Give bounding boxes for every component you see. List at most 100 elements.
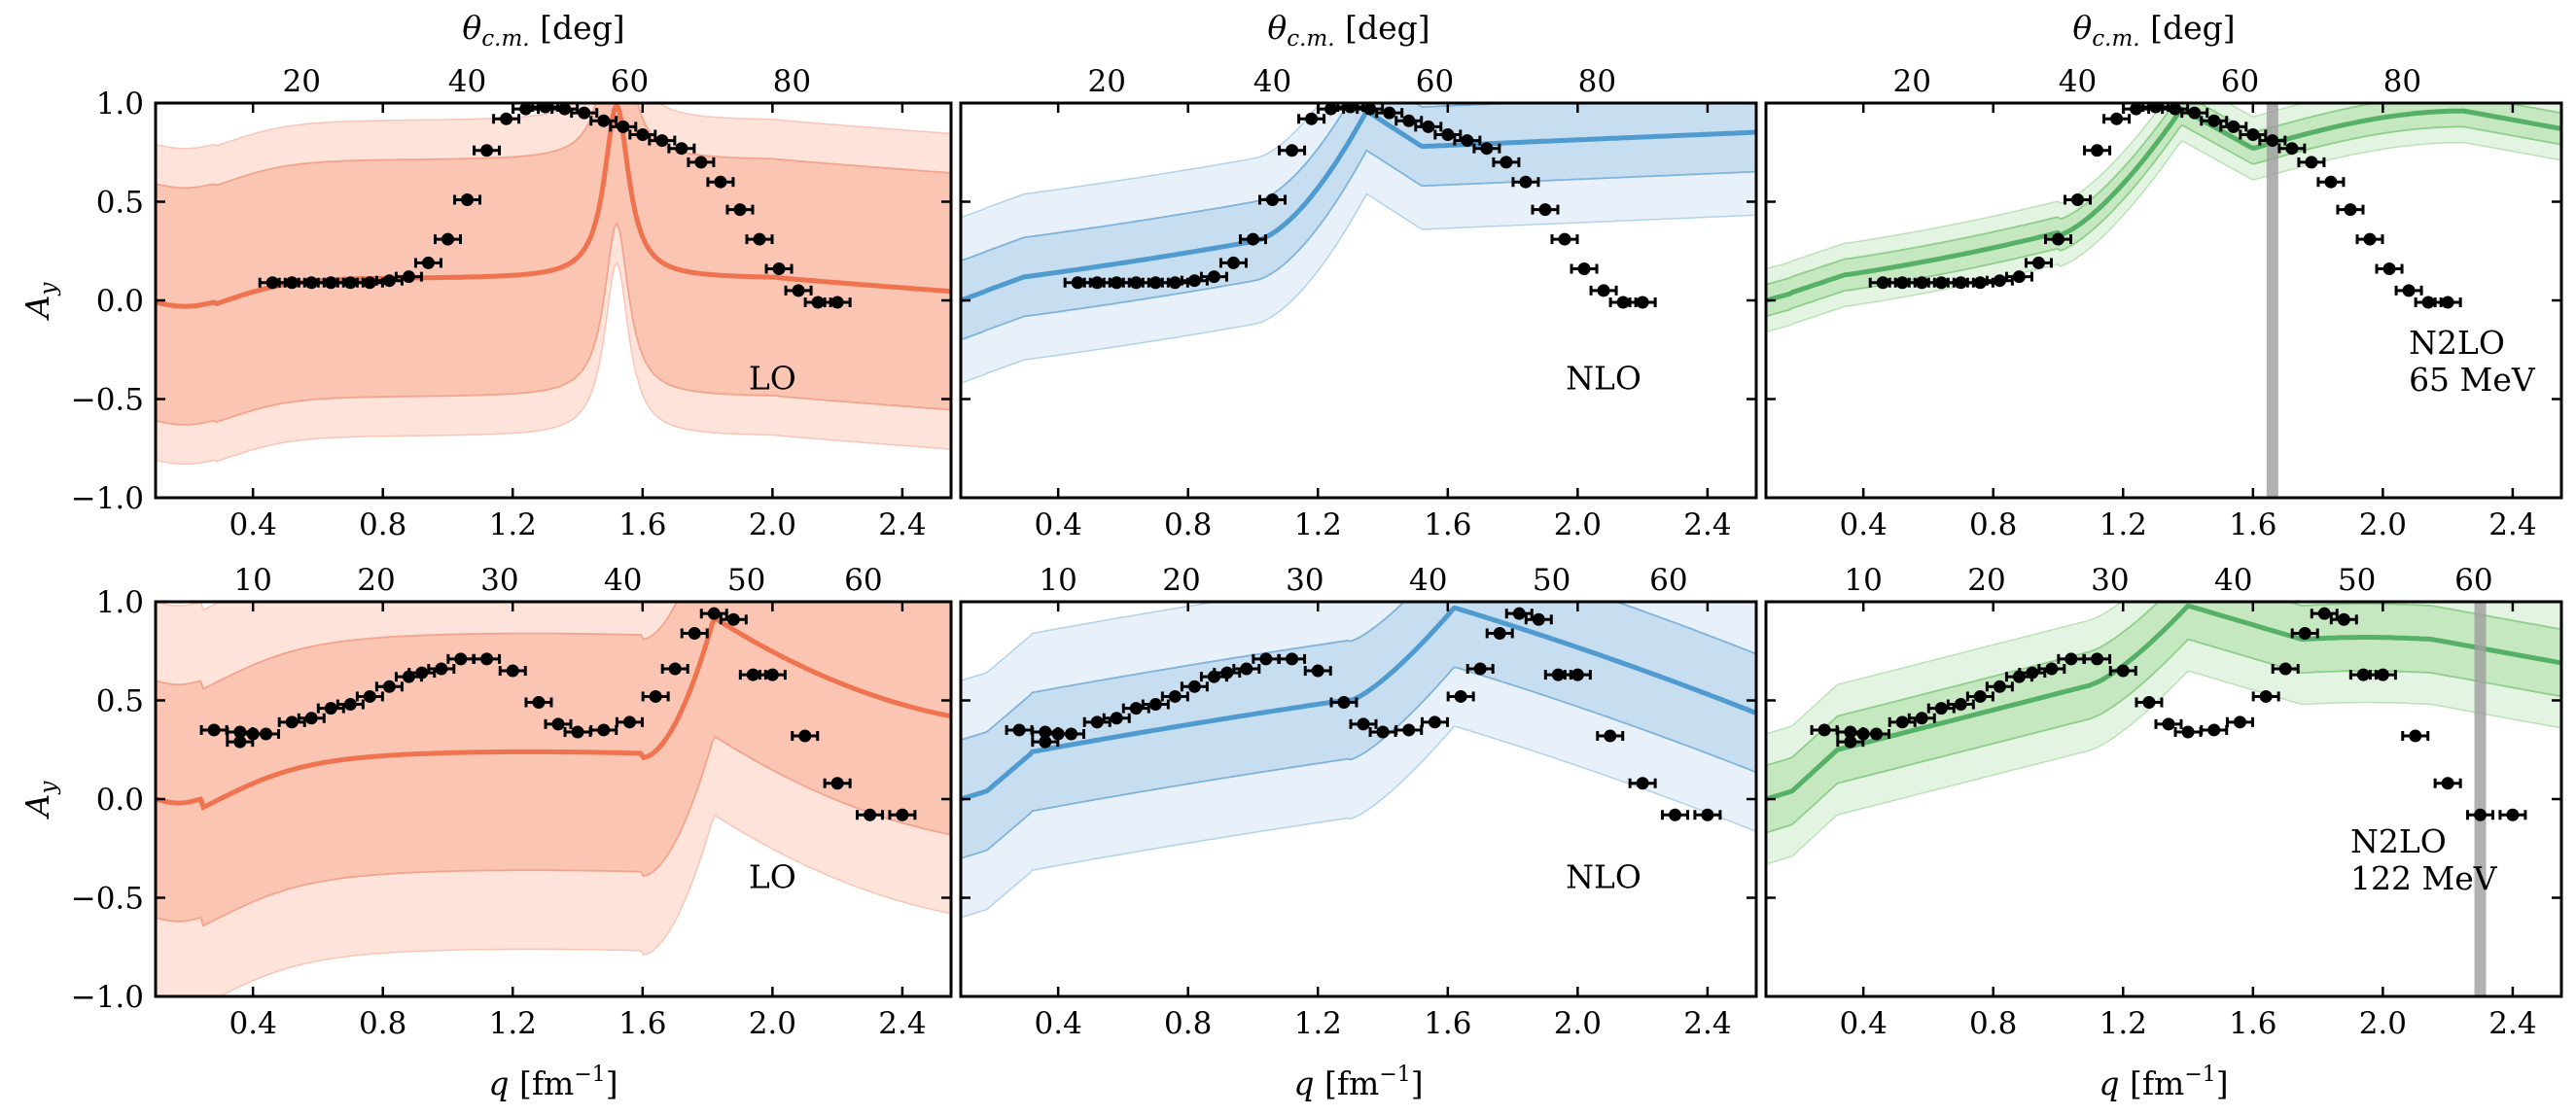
x-tick-label: 2.4 — [1683, 507, 1731, 542]
data-point — [2297, 156, 2326, 169]
data-point-marker — [830, 296, 844, 309]
data-point — [660, 662, 689, 676]
data-point-marker — [1168, 276, 1182, 290]
data-point-marker — [2149, 103, 2163, 114]
top-axis-tick-label: 60 — [2454, 563, 2492, 598]
data-point-marker — [2162, 717, 2175, 731]
data-point-marker — [1090, 276, 1104, 290]
data-point-marker — [2317, 607, 2331, 620]
data-point-marker — [1954, 698, 1967, 712]
data-point-marker — [707, 607, 721, 620]
data-point-marker — [539, 103, 552, 114]
y-tick-label: 0.0 — [96, 284, 144, 319]
data-point — [335, 698, 365, 712]
top-axis-tick-label: 20 — [357, 563, 395, 598]
data-point — [492, 112, 521, 125]
outer-uncertainty-band — [1766, 103, 2561, 333]
data-point-marker — [1363, 103, 1377, 116]
data-point — [784, 284, 813, 297]
data-point-marker — [2227, 120, 2241, 133]
data-point-marker — [1110, 276, 1123, 290]
x-tick-label: 1.6 — [2229, 507, 2276, 542]
data-point — [413, 256, 442, 269]
panel-plot-area — [1766, 602, 2561, 996]
data-point-marker — [435, 662, 448, 676]
data-point-marker — [260, 727, 273, 741]
top-axis-tick-label: 20 — [1893, 64, 1931, 99]
y-tick-label: −0.5 — [71, 882, 144, 917]
y-tick-label: 0.0 — [96, 783, 144, 818]
data-point-marker — [1461, 134, 1474, 148]
data-point-marker — [363, 276, 376, 290]
data-point-marker — [1383, 106, 1396, 120]
data-point-marker — [1993, 680, 2006, 693]
data-point — [2161, 103, 2190, 116]
data-point — [1160, 689, 1189, 703]
data-point — [1433, 127, 1463, 141]
data-point-marker — [2441, 296, 2454, 309]
x-tick-label: 2.4 — [878, 507, 926, 542]
data-point-marker — [1071, 276, 1084, 290]
data-point-marker — [1844, 735, 1857, 749]
x-axis-title: q [fm−1] — [2099, 1063, 2228, 1102]
data-point-marker — [233, 735, 247, 749]
data-point-marker — [1286, 144, 1299, 157]
top-axis-tick-label: 50 — [727, 563, 765, 598]
y-tick-label: 1.0 — [96, 87, 144, 122]
top-axis-title: θc.m. [deg] — [462, 9, 624, 52]
x-tick-label: 0.4 — [1840, 507, 1888, 542]
data-point — [473, 144, 502, 157]
x-tick-label: 2.0 — [749, 507, 796, 542]
data-point — [2173, 725, 2203, 739]
data-point — [1589, 284, 1618, 297]
data-point — [1965, 689, 1994, 703]
top-axis-tick-label: 20 — [1967, 563, 2005, 598]
data-point-marker — [461, 192, 475, 206]
data-point-marker — [1148, 276, 1162, 290]
data-point — [764, 262, 794, 276]
top-axis-tick-label: 60 — [1416, 64, 1454, 99]
y-tick-label: 0.5 — [96, 684, 144, 719]
x-tick-label: 2.4 — [2488, 1006, 2536, 1041]
data-point-marker — [1954, 276, 1967, 290]
data-point-marker — [2474, 808, 2488, 821]
data-point — [1524, 612, 1553, 626]
breakdown-marker — [2474, 602, 2487, 996]
data-point-marker — [1090, 715, 1104, 729]
x-tick-label: 1.6 — [618, 507, 666, 542]
x-tick-label: 0.8 — [359, 507, 406, 542]
data-point-marker — [1915, 712, 1928, 725]
data-point-marker — [2298, 626, 2311, 640]
data-point-marker — [2012, 270, 2026, 284]
data-point-marker — [1532, 612, 1545, 626]
data-point-marker — [1286, 652, 1299, 666]
data-point-marker — [363, 689, 376, 703]
data-point — [615, 715, 644, 729]
data-point — [1356, 103, 1385, 116]
top-axis-tick-label: 40 — [1253, 64, 1291, 99]
top-axis-tick-label: 50 — [2338, 563, 2376, 598]
data-point-marker — [1454, 689, 1467, 703]
data-point — [758, 668, 787, 681]
data-point-marker — [636, 127, 650, 141]
breakdown-marker — [2266, 103, 2278, 498]
top-axis-tick-label: 60 — [844, 563, 882, 598]
data-point-marker — [753, 232, 766, 246]
data-point — [2290, 626, 2319, 640]
x-tick-label: 1.2 — [489, 507, 537, 542]
data-point-marker — [1129, 276, 1143, 290]
data-point-marker — [622, 715, 636, 729]
panel-annotation: NLO — [1566, 857, 1641, 895]
data-point-marker — [1558, 232, 1571, 246]
data-point-marker — [2259, 689, 2273, 703]
top-axis-tick-label: 40 — [448, 64, 486, 99]
theory-curve — [1766, 106, 2561, 303]
x-tick-label: 1.6 — [1424, 1006, 1471, 1041]
data-point — [2037, 662, 2066, 676]
data-point — [1661, 808, 1690, 821]
data-point — [1057, 727, 1086, 741]
x-tick-label: 2.0 — [749, 1006, 796, 1041]
data-point-marker — [500, 112, 513, 125]
data-point — [2200, 723, 2229, 737]
data-point-marker — [1551, 668, 1565, 681]
